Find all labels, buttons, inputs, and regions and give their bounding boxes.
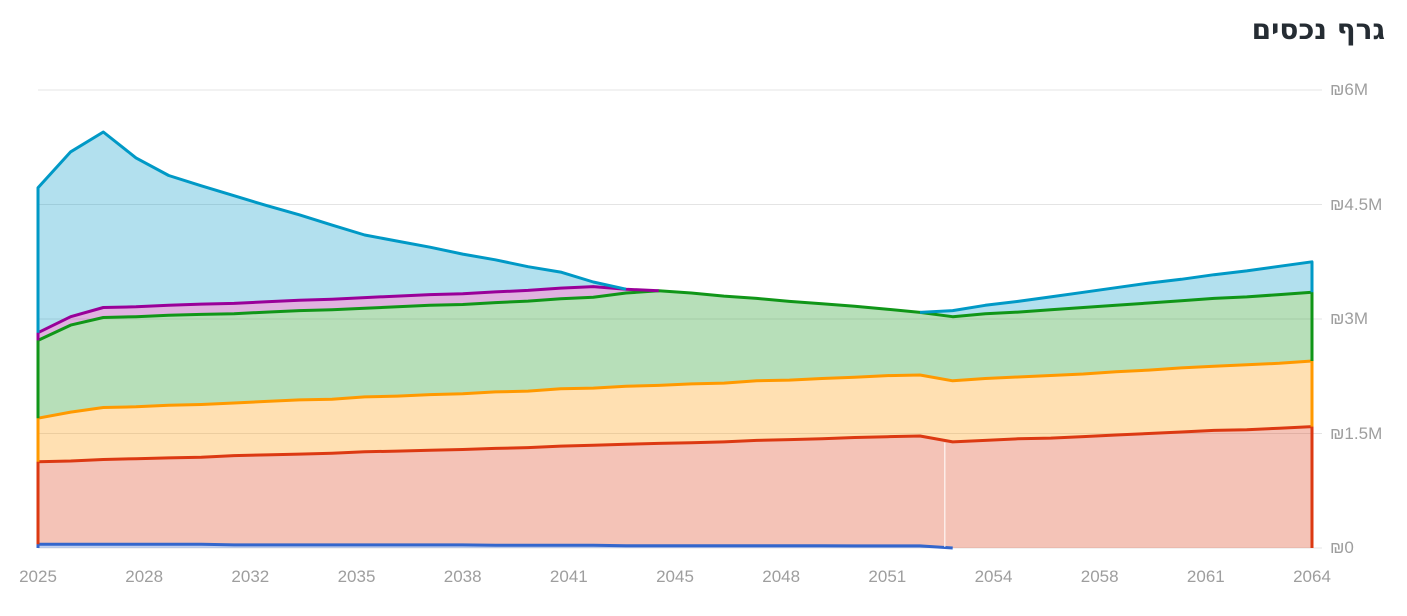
x-tick-label: 2048 bbox=[762, 567, 801, 586]
x-tick-label: 2032 bbox=[231, 567, 270, 586]
area-fill-band-3-orange bbox=[38, 361, 1312, 462]
x-tick-label: 2064 bbox=[1293, 567, 1331, 586]
y-tick-label: ₪4.5M bbox=[1330, 194, 1383, 214]
x-tick-label: 2045 bbox=[656, 567, 694, 586]
area-fill-band-2-red bbox=[38, 426, 1312, 548]
y-tick-label: ₪0 bbox=[1330, 538, 1354, 557]
area-line-band-1-royal-blue bbox=[36, 542, 953, 550]
y-tick-label: ₪6M bbox=[1330, 80, 1369, 99]
area-line-band-4-green bbox=[36, 289, 1314, 419]
area-line-band-2-red bbox=[36, 425, 1314, 548]
x-tick-label: 2054 bbox=[974, 567, 1013, 586]
x-tick-label: 2051 bbox=[868, 567, 907, 586]
y-tick-label: ₪3M bbox=[1330, 309, 1369, 328]
y-tick-label: ₪1.5M bbox=[1330, 423, 1383, 443]
x-tick-label: 2061 bbox=[1186, 567, 1225, 586]
x-tick-label: 2058 bbox=[1080, 567, 1119, 586]
x-tick-label: 2035 bbox=[337, 567, 376, 586]
x-tick-label: 2038 bbox=[443, 567, 482, 586]
area-fill-band-4-green bbox=[38, 290, 1312, 419]
area-line-band-6-sky-blue bbox=[919, 260, 1314, 314]
x-tick-label: 2041 bbox=[549, 567, 588, 586]
x-tick-label: 2025 bbox=[19, 567, 57, 586]
chart-title: גרף נכסים bbox=[1251, 13, 1385, 46]
area-line-band-3-orange bbox=[36, 359, 1314, 462]
area-line-band-6-sky-blue bbox=[36, 130, 627, 333]
area-fill-band-5-purple bbox=[38, 286, 659, 341]
x-tick-label: 2028 bbox=[125, 567, 164, 586]
area-line-band-5-purple bbox=[36, 285, 659, 341]
